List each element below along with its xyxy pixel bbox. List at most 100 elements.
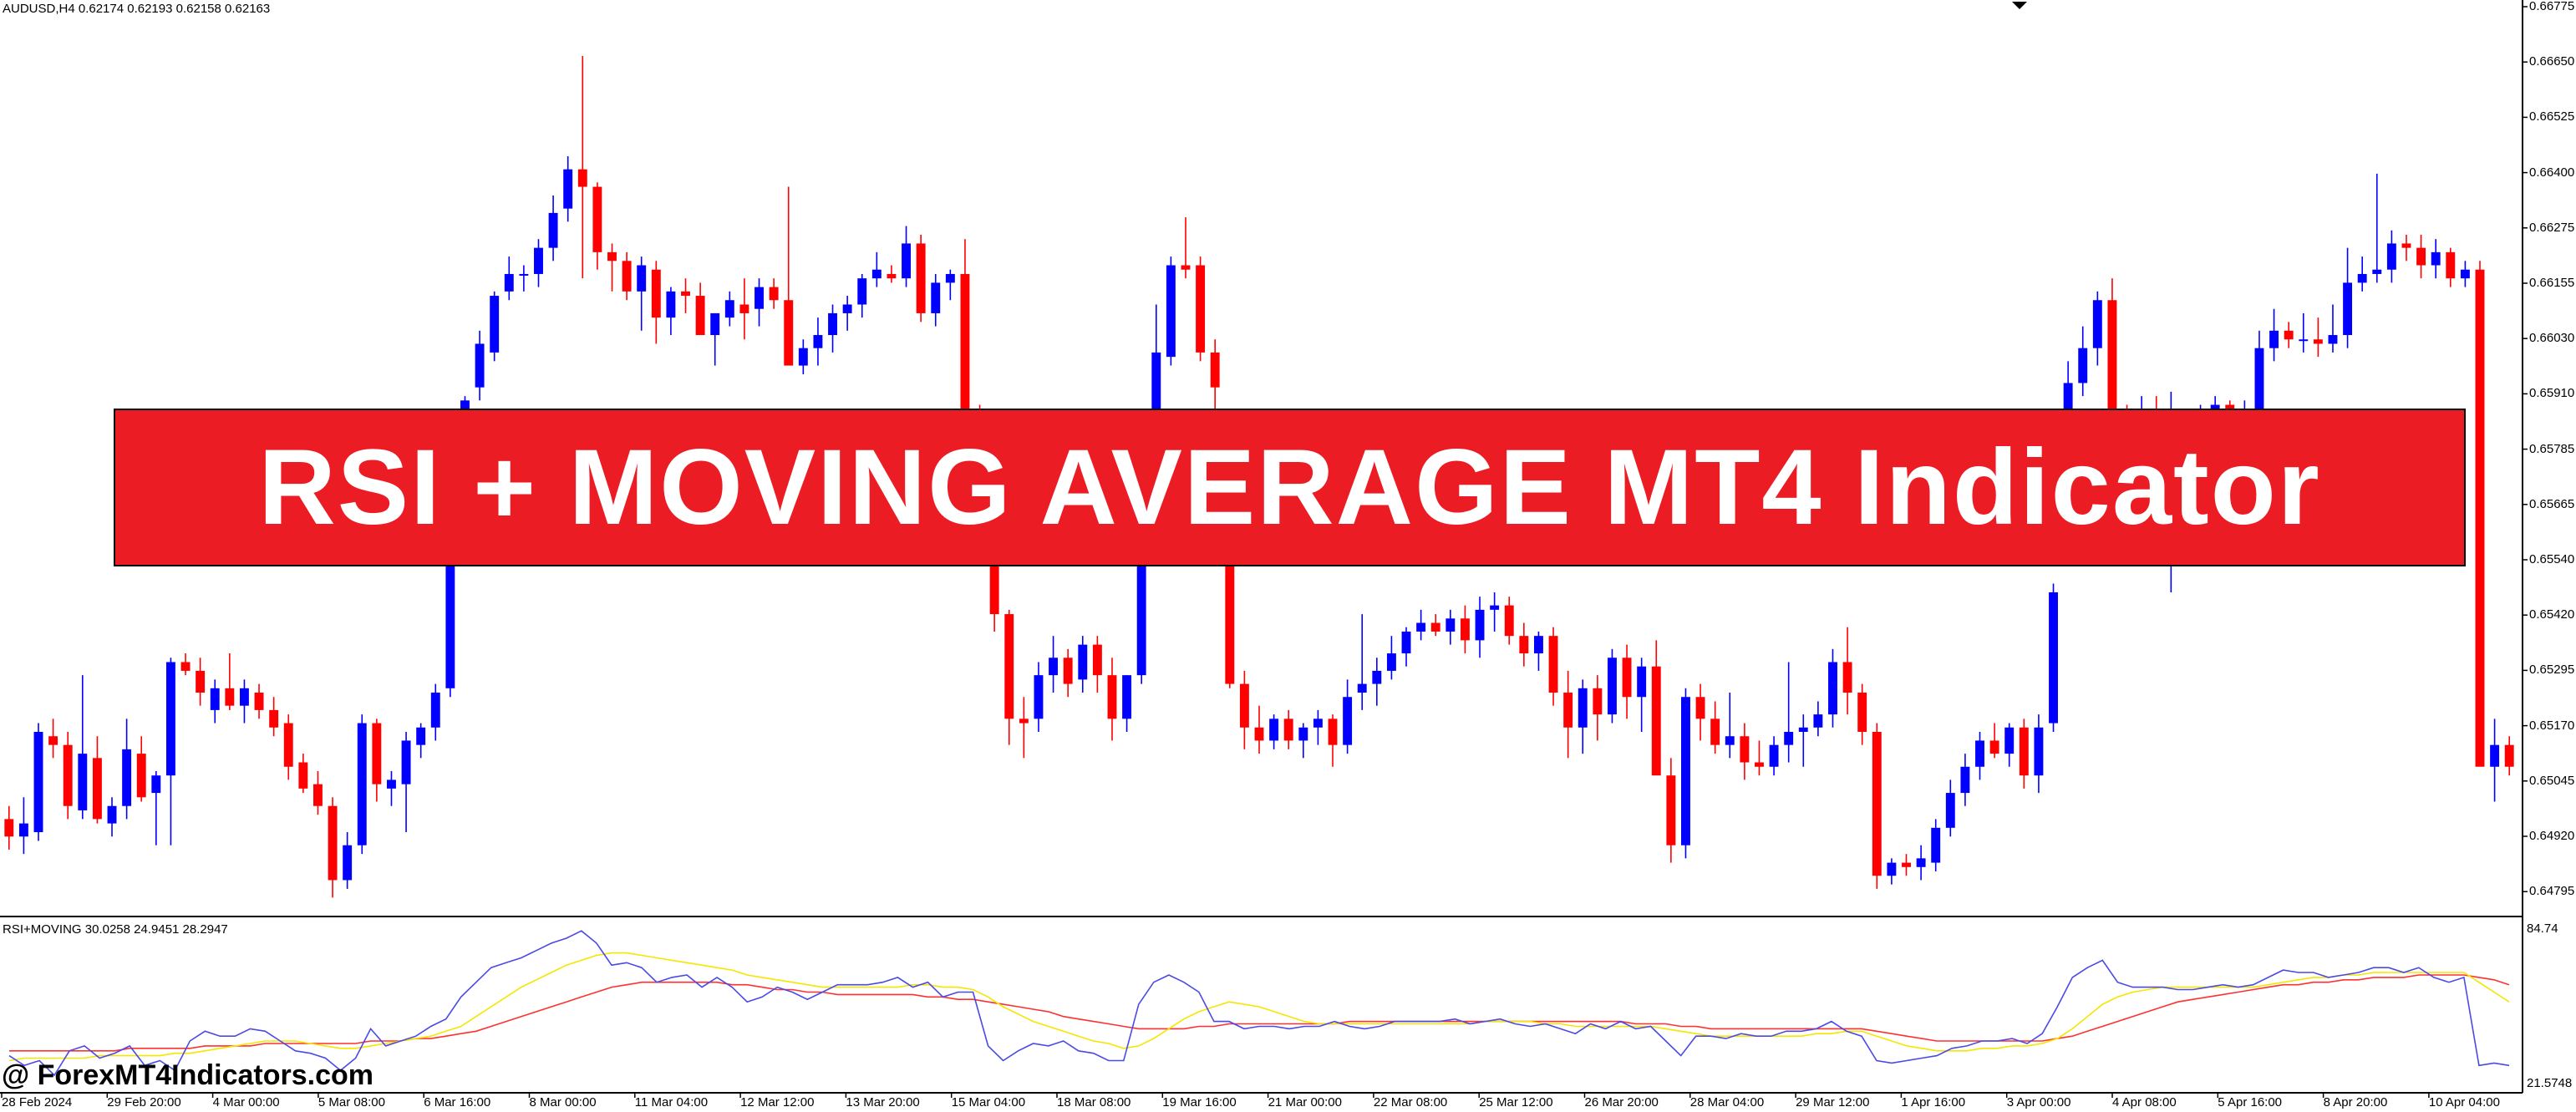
candle-body (1651, 666, 1661, 776)
candle-body (1784, 732, 1794, 745)
price-label: 0.66525 (2529, 109, 2575, 124)
candle (107, 797, 117, 837)
candle-body (871, 269, 882, 279)
candle (1710, 701, 1720, 754)
price-label: 0.66275 (2529, 220, 2575, 235)
candle (651, 261, 661, 344)
candle (1107, 658, 1117, 741)
candle-body (1519, 636, 1529, 654)
candle (813, 317, 823, 366)
candle (2386, 230, 2396, 283)
candle (1490, 592, 1500, 632)
candle-body (1430, 622, 1440, 632)
candle-body (548, 212, 558, 248)
candle (504, 256, 514, 301)
candle (312, 770, 323, 815)
candle (2034, 714, 2044, 794)
candle (1828, 648, 1837, 728)
candle-body (1945, 793, 1955, 828)
candle-body (2504, 744, 2514, 767)
price-label: 0.65045 (2529, 773, 2575, 788)
candle (1784, 662, 1794, 763)
candle (2343, 247, 2353, 348)
candle-body (2431, 251, 2441, 266)
candle (1254, 705, 1264, 754)
candle-body (666, 291, 676, 318)
candle-body (1989, 740, 1999, 754)
candle-body (122, 749, 132, 806)
candle (1975, 732, 1984, 780)
time-label: 5 Mar 08:00 (318, 1095, 385, 1109)
candle (534, 239, 543, 287)
price-label: 0.65420 (2529, 607, 2575, 622)
candle (1092, 636, 1102, 693)
candle (2284, 322, 2294, 348)
scroll-marker-icon[interactable] (2012, 2, 2027, 9)
candle (1593, 675, 1603, 741)
candle (475, 330, 485, 401)
candle-body (504, 273, 514, 292)
candle-body (1225, 561, 1235, 684)
candle (416, 723, 426, 759)
time-label: 8 Apr 20:00 (2323, 1095, 2388, 1109)
candle (1166, 256, 1176, 366)
candle-body (2401, 243, 2411, 248)
candle-body (2254, 348, 2264, 409)
candle-body (534, 247, 543, 274)
candle-body (710, 312, 720, 336)
candle (2269, 308, 2279, 362)
candle (2401, 234, 2411, 261)
candle (2092, 291, 2102, 366)
price-label: 0.66775 (2529, 0, 2575, 13)
chart-frame (0, 0, 2523, 1094)
candle-body (343, 845, 353, 881)
candle (165, 658, 175, 845)
time-label: 12 Mar 12:00 (740, 1095, 815, 1109)
time-label: 18 Mar 08:00 (1057, 1095, 1131, 1109)
candle (2019, 718, 2029, 789)
candle-body (1313, 718, 1323, 728)
candle (871, 251, 882, 287)
candle (755, 278, 764, 327)
candle (1637, 658, 1647, 732)
time-label: 28 Feb 2024 (2, 1095, 73, 1109)
candle (784, 186, 794, 366)
candle-body (2299, 339, 2309, 342)
candle (695, 282, 705, 336)
candle-body (1092, 644, 1102, 676)
candle (1063, 648, 1073, 698)
candle (1475, 597, 1485, 658)
candle (430, 683, 440, 741)
candle-body (1916, 858, 1926, 867)
candle-body (622, 261, 632, 292)
candle-body (1343, 697, 1353, 745)
candle-body (328, 805, 338, 881)
candle-body (1181, 265, 1191, 270)
rsi-line (8, 930, 2510, 1077)
candle (1725, 693, 1735, 759)
candle-body (1504, 605, 1514, 637)
candle-body (210, 688, 220, 710)
candle-body (1857, 693, 1867, 732)
candle-body (2475, 269, 2485, 767)
candle (4, 805, 14, 850)
candle-body (563, 169, 573, 209)
candle (1430, 614, 1440, 637)
candle-body (1872, 732, 1882, 876)
candle-body (372, 723, 382, 784)
candle (122, 718, 132, 820)
candle-body (2357, 273, 2367, 283)
candle (1548, 627, 1558, 706)
candle-body (1607, 658, 1617, 715)
candle (2063, 361, 2073, 419)
candle-body (755, 287, 764, 309)
candle (798, 339, 808, 374)
candle (607, 243, 617, 292)
candle-body (2284, 330, 2294, 340)
candle-body (1578, 688, 1588, 728)
candle (1401, 627, 1411, 667)
candle-body (1004, 614, 1014, 719)
candle (2446, 247, 2456, 287)
time-label: 28 Mar 04:00 (1689, 1095, 1765, 1109)
